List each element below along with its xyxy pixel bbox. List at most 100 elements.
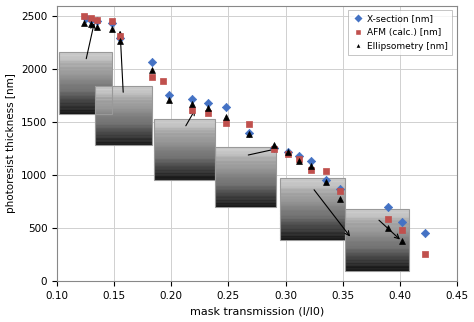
Bar <box>95 95 152 96</box>
Y-axis label: photoresist thickness [nm]: photoresist thickness [nm] <box>6 73 16 213</box>
Bar <box>280 232 345 233</box>
Bar <box>59 52 112 114</box>
Bar <box>280 239 345 240</box>
Bar <box>215 168 276 169</box>
X-section [nm] <box>222 105 230 110</box>
Bar <box>154 135 215 137</box>
Bar <box>95 130 152 131</box>
Bar <box>215 178 276 179</box>
Bar <box>215 155 276 156</box>
X-section [nm] <box>384 205 392 210</box>
Bar <box>215 190 276 191</box>
Bar <box>215 164 276 165</box>
Ellipsometry [nm] <box>222 114 230 119</box>
Bar <box>215 167 276 168</box>
Bar <box>95 128 152 129</box>
Bar <box>59 100 112 101</box>
Bar <box>280 186 345 187</box>
Bar <box>59 86 112 87</box>
X-section [nm] <box>322 177 329 183</box>
X-section [nm] <box>270 146 278 151</box>
Bar <box>345 237 409 238</box>
Bar <box>59 64 112 65</box>
Bar <box>215 149 276 151</box>
Bar <box>154 134 215 135</box>
X-section [nm] <box>307 158 314 164</box>
Bar <box>95 94 152 95</box>
Bar <box>215 191 276 192</box>
Bar <box>154 164 215 165</box>
Bar <box>345 210 409 211</box>
Bar <box>154 154 215 155</box>
Bar <box>215 162 276 163</box>
Bar <box>154 131 215 132</box>
Bar <box>345 230 409 231</box>
Bar <box>215 147 276 207</box>
Ellipsometry [nm] <box>204 105 212 110</box>
Bar <box>280 208 345 209</box>
Ellipsometry [nm] <box>188 101 196 107</box>
Bar <box>95 126 152 127</box>
Bar <box>345 260 409 261</box>
Bar <box>280 190 345 191</box>
Ellipsometry [nm] <box>88 22 95 27</box>
Bar <box>95 132 152 133</box>
X-section [nm] <box>82 16 90 21</box>
Bar <box>59 110 112 112</box>
Bar <box>345 265 409 267</box>
Ellipsometry [nm] <box>116 39 124 44</box>
X-section [nm] <box>284 149 292 155</box>
Bar <box>95 137 152 138</box>
Bar <box>154 124 215 125</box>
Bar <box>154 129 215 130</box>
Bar <box>345 213 409 214</box>
Bar <box>95 133 152 134</box>
Bar <box>215 147 276 148</box>
Bar <box>154 163 215 164</box>
Bar <box>95 117 152 118</box>
Ellipsometry [nm] <box>384 225 392 230</box>
X-section [nm] <box>204 100 212 106</box>
Bar <box>215 203 276 204</box>
Bar <box>280 212 345 213</box>
Bar <box>59 90 112 91</box>
Bar <box>95 118 152 119</box>
Bar <box>154 155 215 156</box>
Bar <box>345 231 409 232</box>
Bar <box>280 194 345 195</box>
Bar <box>215 193 276 194</box>
Bar <box>95 99 152 100</box>
Bar <box>59 85 112 86</box>
Bar <box>154 143 215 144</box>
Bar <box>59 83 112 84</box>
Bar <box>280 216 345 217</box>
Bar <box>154 179 215 180</box>
Bar <box>59 87 112 88</box>
X-axis label: mask transmission (I/I0): mask transmission (I/I0) <box>190 307 324 317</box>
Bar <box>215 157 276 159</box>
Bar <box>345 267 409 268</box>
X-section [nm] <box>337 186 344 192</box>
Bar <box>215 184 276 185</box>
Bar <box>154 127 215 128</box>
Bar <box>215 186 276 187</box>
Bar <box>215 156 276 157</box>
Bar <box>215 163 276 164</box>
Bar <box>95 134 152 135</box>
Bar <box>280 199 345 200</box>
Bar <box>154 167 215 168</box>
Bar <box>345 223 409 224</box>
Bar <box>280 187 345 189</box>
Bar <box>215 180 276 181</box>
AFM (calc.) [nm] <box>337 188 344 193</box>
Bar <box>59 101 112 102</box>
Bar <box>280 223 345 224</box>
Bar <box>95 143 152 144</box>
Bar <box>59 103 112 104</box>
Bar <box>95 102 152 103</box>
Bar <box>154 178 215 179</box>
AFM (calc.) [nm] <box>148 74 155 79</box>
Bar <box>215 199 276 200</box>
Bar <box>280 192 345 193</box>
Bar <box>154 170 215 171</box>
